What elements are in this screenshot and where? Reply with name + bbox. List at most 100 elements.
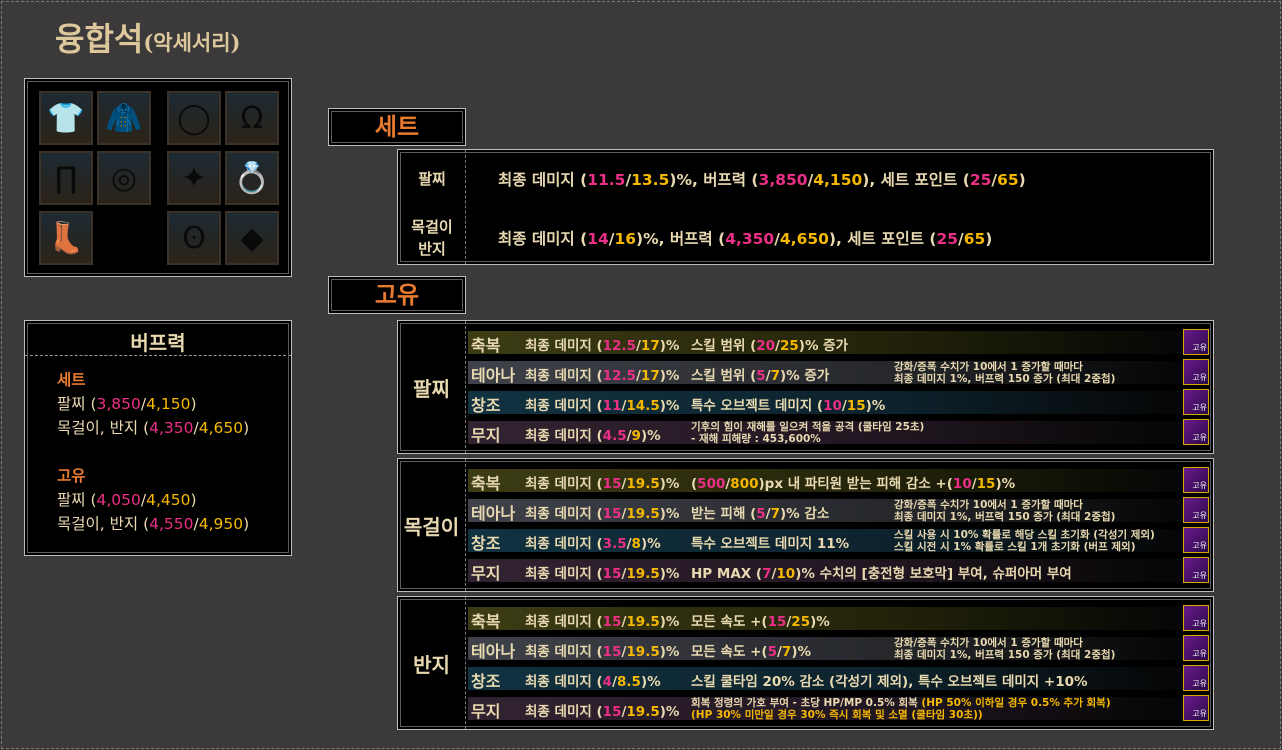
unique-badge: 고유 bbox=[1192, 541, 1207, 550]
unique-badge: 고유 bbox=[1192, 373, 1207, 382]
unique-group-0: 팔찌 축복 최종 데미지 (12.5/17)% 스킬 범위 (20/25)% 증가 고유… bbox=[397, 320, 1214, 454]
belt-icon[interactable]: ◎ bbox=[97, 151, 151, 205]
min-value: 25 bbox=[969, 171, 992, 189]
unique-item-icon[interactable]: 고유 bbox=[1183, 359, 1209, 385]
page-title: 융합석(악세서리) bbox=[55, 20, 241, 58]
unique-item-icon[interactable]: 고유 bbox=[1183, 527, 1209, 553]
support-icon[interactable]: ✦ bbox=[167, 151, 221, 205]
unique-item-icon[interactable]: 고유 bbox=[1183, 557, 1209, 583]
unique-badge: 고유 bbox=[1192, 343, 1207, 352]
text-segment: / bbox=[621, 704, 627, 720]
equipment-slot-panel: 👕 🧥 ◯ Ω ∏ ◎ ✦ 💍 👢 ʘ ◆ bbox=[24, 78, 292, 277]
text-segment: 최종 데미지 ( bbox=[525, 674, 603, 690]
pants-icon[interactable]: ∏ bbox=[39, 151, 93, 205]
max-value: 19.5 bbox=[626, 644, 660, 660]
min-value: 11.5 bbox=[587, 171, 626, 189]
ring-icon[interactable]: 💍 bbox=[225, 151, 279, 205]
text-segment: 강화/증폭 수치가 10에서 1 증가할 때마다 최종 데미지 1%, 버프력 … bbox=[894, 637, 1116, 661]
buff-power-panel: 버프력 세트 팔찌 (3,850/4,150) 목걸이, 반지 (4,350/4… bbox=[24, 320, 292, 556]
row-effect-c2: HP MAX (7/10)% 수치의 [충전형 보호막] 부여, 슈퍼아머 부여 bbox=[691, 562, 1072, 582]
text-segment: / bbox=[621, 506, 627, 522]
row-tag: 테아나 bbox=[471, 366, 516, 385]
text-segment: / bbox=[626, 536, 632, 552]
text-segment: / bbox=[771, 566, 777, 582]
unique-item-icon[interactable]: 고유 bbox=[1183, 419, 1209, 445]
earring-icon[interactable]: ʘ bbox=[167, 211, 221, 265]
max-value: 4,150 bbox=[813, 171, 863, 189]
shoes-icon[interactable]: 👢 bbox=[39, 211, 93, 265]
bracelet-icon[interactable]: ◯ bbox=[167, 91, 221, 145]
text-segment: 최종 데미지 ( bbox=[525, 566, 603, 582]
unique-item-icon[interactable]: 고유 bbox=[1183, 329, 1209, 355]
unique-item-icon[interactable]: 고유 bbox=[1183, 695, 1209, 721]
row-effect-c2: 스킬 범위 (20/25)% 증가 bbox=[691, 334, 848, 354]
text-segment: 목걸이, 반지 ( bbox=[57, 419, 150, 437]
row-tag: 무지 bbox=[471, 702, 501, 721]
max-value: 25 bbox=[791, 614, 811, 630]
unique-item-icon[interactable]: 고유 bbox=[1183, 389, 1209, 415]
text-segment: )% bbox=[640, 536, 661, 552]
top-icon[interactable]: 👕 bbox=[39, 91, 93, 145]
unique-item-icon[interactable]: 고유 bbox=[1183, 497, 1209, 523]
unique-item-icon[interactable]: 고유 bbox=[1183, 467, 1209, 493]
min-value: 10 bbox=[823, 398, 842, 414]
unique-row: 테아나 최종 데미지 (15/19.5)% 모든 속도 +(5/7)% 강화/증폭 수… bbox=[468, 637, 1184, 661]
text-segment: )% bbox=[659, 476, 680, 492]
row-effect-c1: 최종 데미지 (15/19.5)% bbox=[525, 640, 679, 660]
unique-row: 무지 최종 데미지 (15/19.5)% HP MAX (7/10)% 수치의 [충… bbox=[468, 559, 1184, 583]
row-effect-c3: 강화/증폭 수치가 10에서 1 증가할 때마다 최종 데미지 1%, 버프력 … bbox=[894, 361, 1115, 385]
buff-set-line: 목걸이, 반지 (4,350/4,650) bbox=[57, 416, 291, 440]
text-segment: ) bbox=[190, 395, 197, 413]
text-segment: )% bbox=[791, 644, 812, 660]
unique-row: 테아나 최종 데미지 (15/19.5)% 받는 피해 (5/7)% 감소 강화/증폭… bbox=[468, 499, 1184, 523]
row-effect-c2: 스킬 쿨타임 20% 감소 (각성기 제외), 특수 오브젝트 데미지 +10% bbox=[691, 670, 1088, 690]
text-segment: / bbox=[765, 506, 771, 522]
text-segment: / bbox=[991, 171, 998, 189]
row-effect-c1: 최종 데미지 (15/19.5)% bbox=[525, 700, 679, 720]
unique-badge: 고유 bbox=[1192, 619, 1207, 628]
necklace-icon[interactable]: Ω bbox=[225, 91, 279, 145]
text-segment: 최종 데미지 ( bbox=[525, 614, 603, 630]
text-segment: / bbox=[807, 171, 814, 189]
max-value: 4,650 bbox=[198, 419, 244, 437]
text-segment: ) bbox=[243, 515, 250, 533]
min-value: 3.5 bbox=[602, 536, 627, 552]
text-segment: HP MAX ( bbox=[691, 566, 763, 582]
text-segment: / bbox=[621, 566, 627, 582]
unique-item-icon[interactable]: 고유 bbox=[1183, 605, 1209, 631]
unique-badge: 고유 bbox=[1192, 433, 1207, 442]
text-segment: 회복 정령의 가호 부여 - 초당 HP/MP 0.5% 회복 bbox=[691, 697, 922, 709]
min-value: 3,850 bbox=[96, 395, 141, 413]
unique-badge: 고유 bbox=[1192, 649, 1207, 658]
min-value: 15 bbox=[602, 476, 622, 492]
row-tag: 축복 bbox=[471, 336, 501, 355]
unique-item-icon[interactable]: 고유 bbox=[1183, 665, 1209, 691]
unique-group-2: 반지 축복 최종 데미지 (15/19.5)% 모든 속도 +(15/25)% 고유 테아… bbox=[397, 596, 1214, 730]
min-value: 4,050 bbox=[96, 491, 141, 509]
max-value: 19.5 bbox=[626, 704, 660, 720]
text-segment: / bbox=[621, 476, 627, 492]
row-tag: 축복 bbox=[471, 474, 501, 493]
text-segment: 팔찌 ( bbox=[57, 395, 97, 413]
text-segment: / bbox=[621, 398, 627, 414]
row-effect-c1: 최종 데미지 (15/19.5)% bbox=[525, 502, 679, 522]
text-segment: / bbox=[626, 428, 632, 444]
row-tag: 축복 bbox=[471, 612, 501, 631]
buff-set-line: 팔찌 (3,850/4,150) bbox=[57, 392, 291, 416]
row-tag: 창조 bbox=[471, 534, 501, 553]
text-segment: 최종 데미지 ( bbox=[525, 428, 603, 444]
magic-stone-icon[interactable]: ◆ bbox=[225, 211, 279, 265]
min-value: 15 bbox=[602, 704, 622, 720]
unique-item-icon[interactable]: 고유 bbox=[1183, 635, 1209, 661]
text-segment: / bbox=[725, 476, 731, 492]
shoulder-icon[interactable]: 🧥 bbox=[97, 91, 151, 145]
unique-badge: 고유 bbox=[1192, 571, 1207, 580]
text-segment: ) bbox=[1018, 171, 1026, 189]
unique-badge: 고유 bbox=[1192, 511, 1207, 520]
text-segment: / bbox=[776, 644, 782, 660]
row-effect-c2: 스킬 범위 (5/7)% 증가 bbox=[691, 364, 829, 384]
text-segment: / bbox=[608, 230, 615, 248]
min-value: 15 bbox=[602, 614, 622, 630]
unique-row: 축복 최종 데미지 (15/19.5)% (500/800)px 내 파티원 받는 … bbox=[468, 469, 1184, 493]
